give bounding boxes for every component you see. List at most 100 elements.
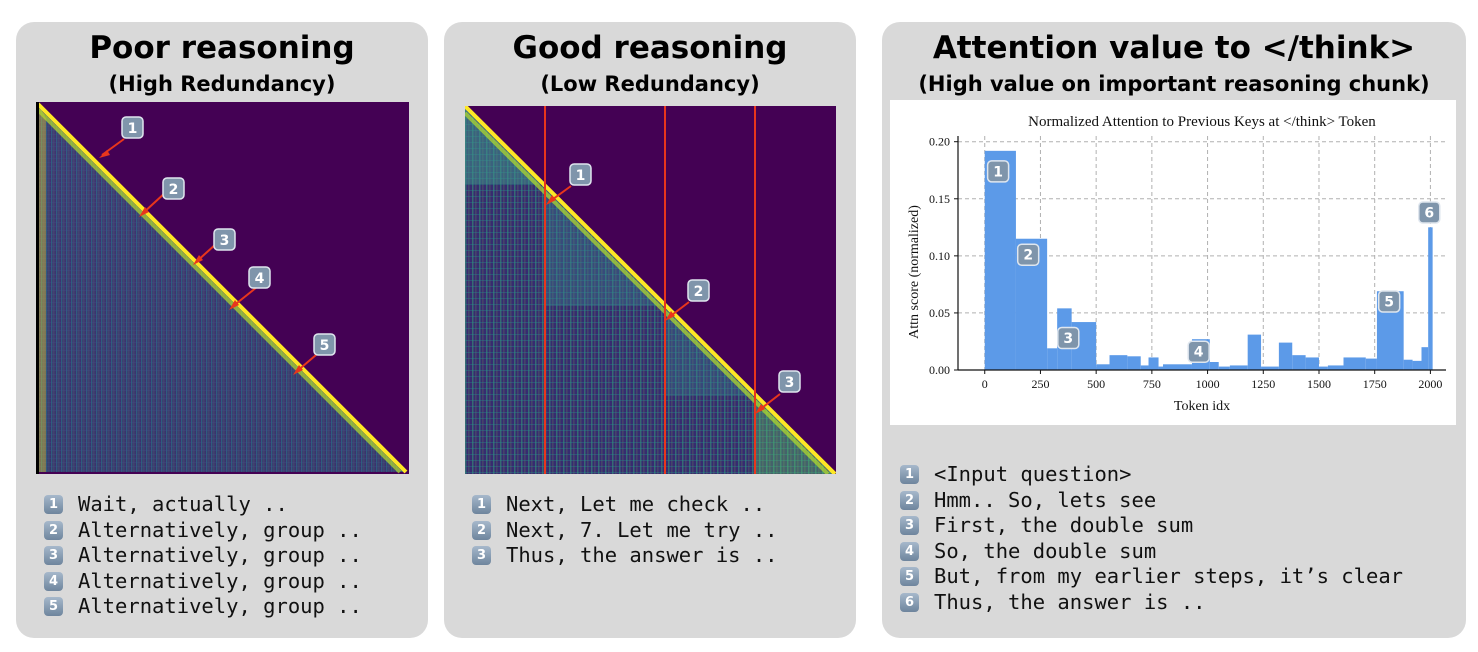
svg-text:1: 1 bbox=[128, 121, 138, 137]
chart-badge-label: 1 bbox=[993, 164, 1003, 180]
chart-badge bbox=[1016, 243, 1040, 266]
y-tick-label: 0.00 bbox=[929, 363, 950, 377]
svg-text:5: 5 bbox=[320, 338, 330, 354]
keycap-3-icon: 3 bbox=[900, 516, 919, 536]
panel-good-reasoning: Good reasoning (Low Redundancy) bbox=[444, 22, 856, 638]
bar bbox=[1109, 355, 1128, 370]
bar bbox=[1343, 357, 1366, 370]
svg-text:1: 1 bbox=[576, 168, 586, 184]
bar bbox=[1261, 366, 1279, 370]
x-tick-label: 500 bbox=[1087, 377, 1105, 391]
legend-item: 5 Alternatively, group .. bbox=[44, 594, 362, 620]
bar bbox=[1318, 366, 1328, 370]
legend-item: 2 Next, 7. Let me try .. bbox=[472, 518, 778, 544]
chart-badge-label: 2 bbox=[1023, 248, 1033, 264]
chart-badge bbox=[1418, 201, 1441, 224]
y-tick-label: 0.10 bbox=[929, 249, 950, 263]
chart-badge bbox=[1187, 340, 1210, 363]
bar bbox=[1047, 348, 1058, 370]
bar bbox=[1163, 364, 1192, 370]
keycap-3-icon: 3 bbox=[44, 546, 63, 566]
legend-item: 2 Alternatively, group .. bbox=[44, 518, 362, 544]
panel-title: Poor reasoning bbox=[89, 30, 355, 66]
keycap-2-icon: 2 bbox=[44, 520, 63, 540]
annotation-arrows bbox=[546, 185, 781, 414]
bar bbox=[1218, 366, 1230, 370]
bar bbox=[1292, 355, 1306, 370]
y-tick-label: 0.05 bbox=[929, 306, 950, 320]
y-tick-label: 0.15 bbox=[929, 192, 950, 206]
bar bbox=[1403, 359, 1413, 370]
legend-list: 1 Next, Let me check .. 2 Next, 7. Let me … bbox=[472, 492, 778, 569]
x-tick-label: 750 bbox=[1143, 377, 1161, 391]
y-tick-label: 0.20 bbox=[929, 135, 950, 149]
panel-title: Good reasoning bbox=[512, 30, 788, 66]
bar bbox=[1209, 362, 1219, 370]
legend-item: 1 Wait, actually .. bbox=[44, 492, 362, 518]
svg-text:2: 2 bbox=[694, 284, 704, 300]
svg-text:3: 3 bbox=[785, 375, 795, 391]
keycap-6-icon: 6 bbox=[900, 592, 919, 612]
x-tick-label: 1250 bbox=[1251, 377, 1275, 391]
bar bbox=[1327, 365, 1344, 370]
legend-item: 4 So, the double sum bbox=[900, 539, 1403, 565]
bar bbox=[1148, 357, 1159, 370]
chart-title: Normalized Attention to Previous Keys at… bbox=[1028, 114, 1376, 130]
x-axis-label: Token idx bbox=[1174, 399, 1230, 414]
panel-poor-reasoning: Poor reasoning (High Redundancy) bbox=[16, 22, 428, 638]
bar bbox=[1158, 366, 1164, 370]
bar bbox=[1421, 347, 1429, 370]
bar bbox=[1412, 360, 1422, 370]
chart-badge-label: 3 bbox=[1063, 331, 1073, 347]
x-tick-label: 0 bbox=[982, 377, 988, 391]
legend-item: 1 <Input question> bbox=[900, 462, 1403, 488]
chunk-boundary-lines bbox=[544, 106, 756, 474]
legend-item: 3 Thus, the answer is .. bbox=[472, 543, 778, 569]
legend-item: 6 Thus, the answer is .. bbox=[900, 590, 1403, 616]
bar bbox=[1140, 365, 1149, 370]
keycap-5-icon: 5 bbox=[44, 597, 63, 617]
x-tick-label: 1000 bbox=[1196, 377, 1220, 391]
panel-subtitle: (Low Redundancy) bbox=[540, 72, 760, 96]
keycap-1-icon: 1 bbox=[472, 495, 491, 515]
attention-heatmap-poor: 1 2 3 4 5 bbox=[36, 102, 409, 474]
keycap-1-icon: 1 bbox=[900, 465, 919, 485]
keycap-1-icon: 1 bbox=[44, 495, 63, 515]
bar bbox=[1247, 334, 1262, 370]
annotation-arrows bbox=[99, 138, 317, 375]
chart-badge-label: 4 bbox=[1194, 345, 1204, 361]
chart-badge-label: 5 bbox=[1384, 295, 1394, 311]
attention-heatmap-good: 1 2 3 bbox=[465, 106, 836, 474]
chart-badge-label: 6 bbox=[1424, 205, 1434, 221]
keycap-2-icon: 2 bbox=[900, 490, 919, 510]
legend-item: 4 Alternatively, group .. bbox=[44, 569, 362, 595]
x-tick-label: 250 bbox=[1031, 377, 1049, 391]
x-tick-label: 1750 bbox=[1363, 377, 1387, 391]
panel-title: Attention value to </think> bbox=[932, 30, 1416, 66]
x-tick-label: 2000 bbox=[1418, 377, 1442, 391]
keycap-4-icon: 4 bbox=[44, 571, 63, 591]
badge-group: 1 2 3 4 5 bbox=[121, 116, 336, 356]
chart-badge bbox=[1057, 326, 1080, 350]
bar bbox=[1229, 365, 1248, 370]
bar bbox=[1305, 357, 1319, 370]
legend-item: 3 Alternatively, group .. bbox=[44, 543, 362, 569]
keycap-5-icon: 5 bbox=[900, 567, 919, 587]
legend-item: 2 Hmm.. So, lets see bbox=[900, 488, 1403, 514]
bar bbox=[1096, 364, 1110, 370]
legend-item: 3 First, the double sum bbox=[900, 513, 1403, 539]
x-tick-label: 1500 bbox=[1307, 377, 1331, 391]
legend-list: 1 Wait, actually .. 2 Alternatively, group… bbox=[44, 492, 362, 620]
keycap-4-icon: 4 bbox=[900, 541, 919, 561]
attention-bar-chart: Normalized Attention to Previous Keys at… bbox=[907, 114, 1446, 414]
svg-text:2: 2 bbox=[169, 182, 179, 198]
chart-badge bbox=[986, 160, 1010, 183]
keycap-2-icon: 2 bbox=[472, 520, 491, 540]
svg-text:4: 4 bbox=[255, 271, 265, 287]
y-axis-label: Attn score (normalized) bbox=[907, 205, 922, 339]
panel-subtitle: (High Redundancy) bbox=[108, 72, 336, 96]
attention-bar-chart-container: Normalized Attention to Previous Keys at… bbox=[890, 100, 1456, 425]
badge-group: 1 2 3 bbox=[569, 163, 801, 393]
svg-text:3: 3 bbox=[220, 233, 230, 249]
